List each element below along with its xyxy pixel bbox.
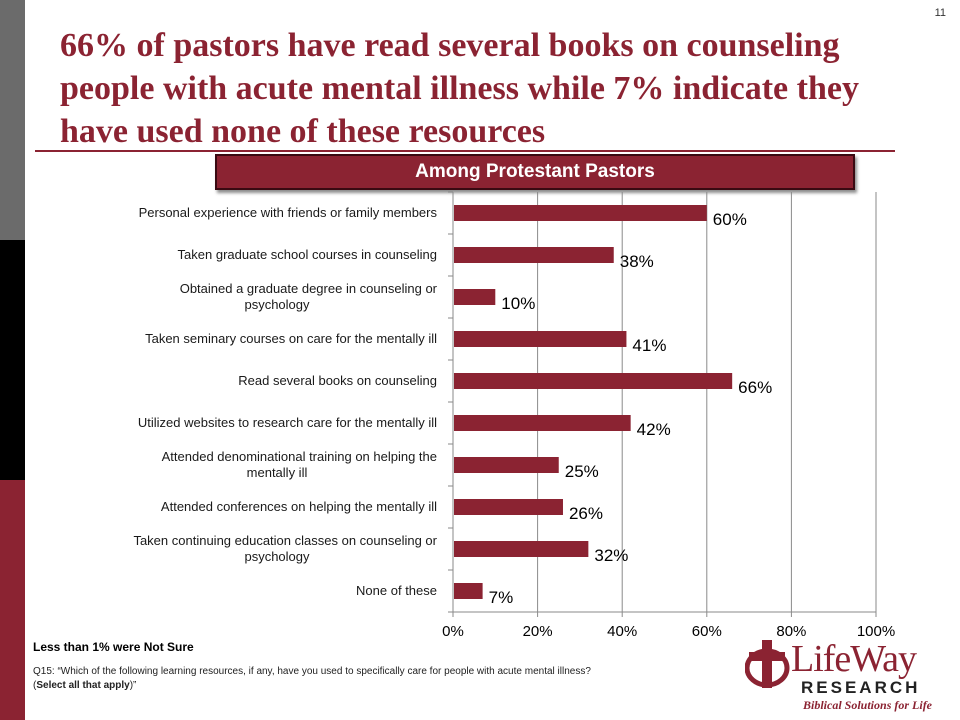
- chart-bars: [454, 205, 733, 599]
- bar: [454, 289, 496, 305]
- category-label: psychology: [244, 549, 310, 564]
- bar: [454, 499, 563, 515]
- value-label: 41%: [632, 336, 666, 355]
- lifeway-cross-icon: [745, 640, 790, 688]
- question-instruction: Select all that apply: [36, 680, 130, 691]
- lifeway-research-logo: LifeWay RESEARCH Biblical Solutions for …: [745, 638, 945, 713]
- question-close-paren: )”: [129, 680, 137, 691]
- category-label: psychology: [244, 297, 310, 312]
- category-label: Read several books on counseling: [238, 373, 437, 388]
- x-tick-label: 40%: [607, 623, 637, 640]
- side-accent-black: [0, 240, 25, 480]
- category-label: mentally ill: [247, 465, 308, 480]
- x-tick-label: 80%: [776, 623, 806, 640]
- question-open-paren: (: [33, 680, 37, 691]
- value-label: 32%: [594, 546, 628, 565]
- bar: [454, 205, 707, 221]
- bar: [454, 373, 733, 389]
- category-label: Obtained a graduate degree in counseling…: [180, 281, 438, 296]
- slide-title: 66% of pastors have read several books o…: [60, 27, 859, 150]
- bar: [454, 247, 614, 263]
- value-label: 60%: [713, 210, 747, 229]
- value-label: 38%: [620, 252, 654, 271]
- bar: [454, 583, 483, 599]
- value-label: 7%: [489, 588, 514, 607]
- question-text: Q15: “Which of the following learning re…: [33, 666, 591, 677]
- category-label: Personal experience with friends or fami…: [139, 205, 438, 220]
- survey-question: Q15: “Which of the following learning re…: [33, 665, 723, 693]
- footnote-not-sure: Less than 1% were Not Sure: [33, 640, 194, 654]
- chart-banner: Among Protestant Pastors: [215, 154, 855, 190]
- x-tick-label: 0%: [442, 623, 464, 640]
- category-label: Taken graduate school courses in counsel…: [178, 247, 437, 262]
- bar: [454, 331, 627, 347]
- logo-name: LifeWay: [791, 638, 917, 680]
- x-tick-label: 20%: [523, 623, 553, 640]
- logo-tagline: Biblical Solutions for Life: [803, 698, 933, 712]
- category-label: None of these: [356, 583, 437, 598]
- x-tick-label: 60%: [692, 623, 722, 640]
- banner-label: Among Protestant Pastors: [415, 161, 655, 182]
- category-label: Taken continuing education classes on co…: [133, 533, 437, 548]
- logo-research: RESEARCH: [801, 678, 921, 697]
- category-label: Attended conferences on helping the ment…: [161, 499, 437, 514]
- title-divider: [35, 150, 895, 152]
- page-number: 11: [934, 7, 946, 19]
- category-label: Attended denominational training on help…: [162, 449, 437, 464]
- chart-axes: [448, 191, 877, 617]
- chart-labels: 0% 20% 40% 60% 80% 100% 60% Personal experience…: [133, 205, 895, 640]
- value-label: 42%: [637, 420, 671, 439]
- bar: [454, 415, 631, 431]
- x-tick-label: 100%: [857, 623, 895, 640]
- side-accent-red: [0, 480, 25, 720]
- bar: [454, 541, 589, 557]
- value-label: 26%: [569, 504, 603, 523]
- value-label: 25%: [565, 462, 599, 481]
- value-label: 10%: [501, 294, 535, 313]
- category-label: Utilized websites to research care for t…: [138, 415, 437, 430]
- bar: [454, 457, 559, 473]
- value-label: 66%: [738, 378, 772, 397]
- category-label: Taken seminary courses on care for the m…: [145, 331, 437, 346]
- side-accent-grey: [0, 0, 25, 240]
